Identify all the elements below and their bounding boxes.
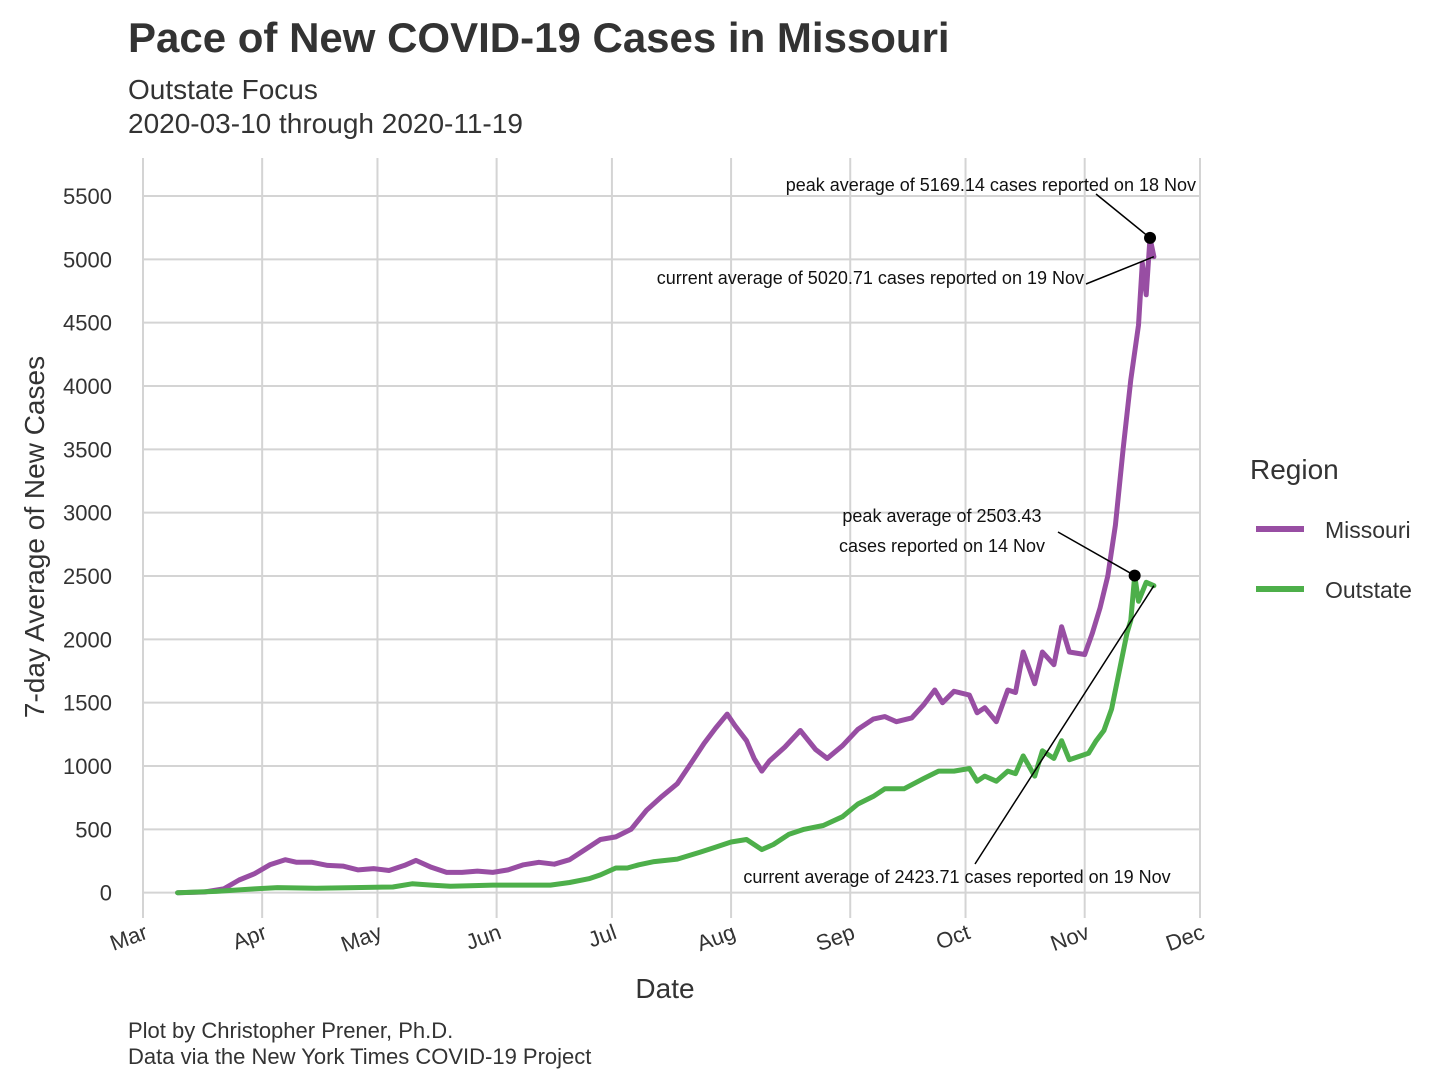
y-tick-label: 4500 — [63, 311, 112, 336]
x-tick-label: Jul — [585, 919, 620, 952]
peak-marker — [1144, 231, 1157, 244]
legend-label-outstate: Outstate — [1325, 577, 1412, 603]
x-tick-label: Nov — [1047, 919, 1092, 956]
x-tick-label: Mar — [107, 919, 151, 955]
gridlines — [142, 158, 1201, 918]
y-tick-label: 1500 — [63, 691, 112, 716]
caption-source: Data via the New York Times COVID-19 Pro… — [128, 1044, 592, 1069]
x-tick-label: Aug — [693, 919, 738, 956]
y-tick-label: 0 — [100, 881, 112, 906]
series-lines — [175, 235, 1157, 896]
x-axis-label: Date — [635, 973, 694, 1004]
series-line-missouri — [175, 235, 1157, 896]
y-tick-label: 3000 — [63, 501, 112, 526]
y-tick-label: 1000 — [63, 754, 112, 779]
legend-title: Region — [1250, 454, 1339, 485]
chart-subtitle: Outstate Focus — [128, 74, 318, 105]
series-line-outstate — [175, 573, 1157, 896]
peak-marker — [1128, 569, 1141, 582]
y-tick-label: 500 — [75, 817, 112, 842]
annotation-label: peak average of 2503.43 — [842, 506, 1041, 526]
annotation-label: current average of 5020.71 cases reporte… — [657, 268, 1084, 288]
caption-author: Plot by Christopher Prener, Ph.D. — [128, 1018, 454, 1043]
annotation-leader-line — [1057, 531, 1136, 577]
y-tick-label: 5000 — [63, 247, 112, 272]
chart-date-range: 2020-03-10 through 2020-11-19 — [128, 108, 523, 139]
annotation-leader-line — [974, 585, 1155, 865]
x-tick-label: Dec — [1162, 919, 1207, 956]
y-tick-label: 5500 — [63, 184, 112, 209]
x-tick-label: Jun — [462, 919, 504, 955]
y-axis-label: 7-day Average of New Cases — [19, 356, 50, 718]
annotation-label: peak average of 5169.14 cases reported o… — [786, 175, 1196, 195]
y-tick-label: 2000 — [63, 627, 112, 652]
y-tick-label: 4000 — [63, 374, 112, 399]
x-tick-label: Oct — [933, 919, 974, 954]
annotation-label: cases reported on 14 Nov — [839, 536, 1045, 556]
annotation-label: current average of 2423.71 cases reporte… — [743, 867, 1170, 887]
legend: Region Missouri Outstate — [1250, 454, 1412, 603]
y-tick-label: 3500 — [63, 437, 112, 462]
chart-title: Pace of New COVID-19 Cases in Missouri — [128, 14, 950, 61]
x-tick-label: Apr — [229, 919, 270, 954]
x-tick-label: Sep — [813, 919, 858, 956]
x-tick-label: May — [338, 919, 386, 957]
axis-ticks: 0 500 1000 1500 2000 2500 3000 3500 4000 4500 5000… — [63, 184, 1208, 957]
legend-label-missouri: Missouri — [1325, 517, 1411, 543]
annotation-leader-line — [1095, 193, 1151, 239]
y-tick-label: 2500 — [63, 564, 112, 589]
annotation-leader-line — [1085, 256, 1155, 285]
annotations: peak average of 5169.14 cases reported o… — [657, 175, 1196, 887]
